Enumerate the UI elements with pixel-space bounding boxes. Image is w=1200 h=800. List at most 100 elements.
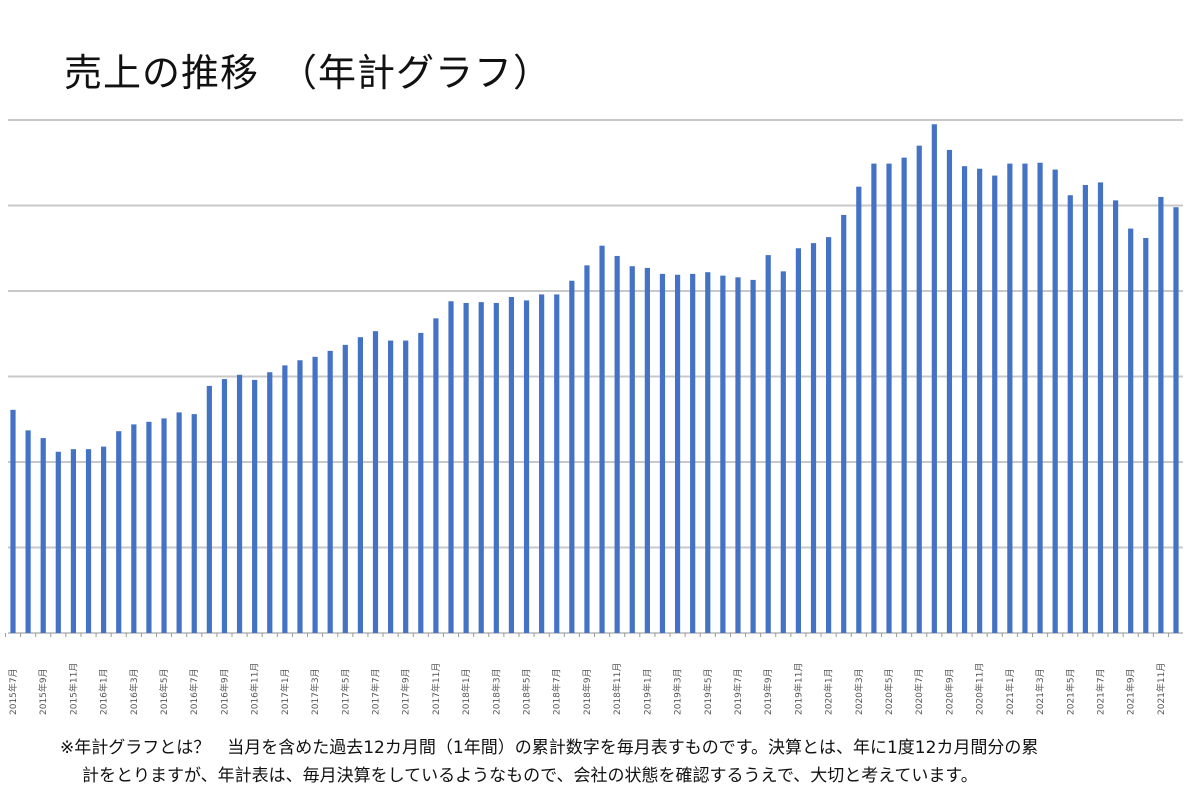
bar [1022, 163, 1028, 634]
bar [750, 279, 756, 633]
bar [841, 214, 847, 633]
x-tick-label: 2017年3月 [309, 668, 321, 715]
x-tick-label: 2019年11月 [792, 663, 804, 715]
bar [448, 301, 454, 633]
bar [1173, 207, 1179, 633]
bar [705, 272, 711, 633]
bar [387, 340, 394, 633]
bar [946, 149, 953, 634]
bar [146, 421, 152, 633]
bar [1007, 163, 1013, 634]
bar [539, 294, 545, 633]
bar [720, 275, 726, 633]
x-tick-label: 2019年9月 [762, 668, 774, 715]
x-tick-label: 2019年5月 [702, 668, 714, 715]
x-tick-label: 2021年3月 [1034, 668, 1046, 715]
x-tick-label: 2015年9月 [37, 668, 49, 715]
bar [780, 271, 786, 633]
bar [463, 302, 469, 633]
bar [357, 337, 363, 633]
bar [116, 431, 122, 633]
bar [690, 273, 696, 633]
bar [644, 267, 650, 633]
bar [206, 385, 212, 633]
bar [810, 243, 817, 633]
x-tick-label: 2020年11月 [974, 663, 986, 715]
x-tick-label: 2015年7月 [7, 668, 19, 715]
bar [40, 438, 46, 633]
x-tick-label: 2020年7月 [913, 668, 925, 715]
bar [85, 449, 92, 633]
bar [403, 340, 409, 633]
bar [977, 168, 983, 634]
bar [765, 255, 771, 633]
bar [236, 374, 243, 633]
x-tick-label: 2018年1月 [460, 668, 472, 715]
bar [1112, 200, 1119, 633]
bar [161, 418, 167, 633]
x-tick-label: 2017年9月 [400, 668, 412, 715]
bar [418, 332, 424, 633]
bar [70, 449, 77, 633]
footnote: ※年計グラフとは？ 当月を含めた過去12カ月間（1年間）の累計数字を毎月表すもの… [60, 734, 1190, 790]
bar [1158, 196, 1164, 633]
x-tick-label: 2021年9月 [1125, 668, 1137, 715]
bar [282, 365, 288, 633]
bar [131, 424, 137, 633]
x-tick-label: 2016年5月 [158, 668, 170, 715]
x-tick-label: 2017年5月 [339, 668, 351, 715]
x-tick-label: 2015年11月 [67, 663, 79, 715]
bar [931, 124, 937, 634]
bar [901, 157, 907, 633]
bar [629, 266, 635, 633]
bar [191, 414, 197, 633]
bar [1097, 182, 1104, 634]
bar [523, 300, 530, 633]
x-tick-label: 2016年7月 [188, 668, 200, 715]
bar [312, 356, 318, 633]
x-tick-label: 2019年1月 [641, 668, 653, 715]
bar [221, 379, 228, 633]
bar [795, 248, 802, 633]
bar [584, 265, 590, 633]
bar [55, 451, 61, 633]
bar [508, 296, 515, 633]
bar [1067, 195, 1073, 634]
bar-chart: 2015年7月 2015年9月 2015年11月 2016年1月 2016年3月 2016… [4, 119, 1183, 715]
bar [101, 446, 107, 633]
x-tick-label: 2016年9月 [218, 668, 230, 715]
x-tick-label: 2021年1月 [1004, 668, 1016, 715]
x-tick-label: 2017年7月 [369, 668, 381, 715]
bar [10, 409, 16, 633]
footnote-line-1: ※年計グラフとは？ 当月を含めた過去12カ月間（1年間）の累計数字を毎月表すもの… [60, 738, 1039, 758]
bar [992, 175, 998, 633]
x-tick-label: 2016年1月 [98, 668, 110, 715]
bar [674, 274, 681, 633]
x-tick-label: 2019年7月 [732, 668, 744, 715]
bar [252, 379, 258, 633]
bar [826, 237, 832, 633]
bar [916, 145, 922, 633]
x-tick-label: 2018年3月 [490, 668, 502, 715]
bar [614, 255, 620, 633]
x-tick-label: 2021年11月 [1155, 663, 1167, 715]
x-tick-label: 2016年11月 [249, 663, 261, 715]
bar [554, 294, 560, 633]
bar [599, 245, 605, 633]
bar [659, 273, 666, 633]
bar [433, 318, 439, 633]
bar [478, 302, 484, 633]
x-tick-label: 2020年9月 [943, 668, 955, 715]
x-tick-label: 2019年3月 [672, 668, 684, 715]
x-tick-label: 2021年5月 [1064, 668, 1076, 715]
bar [1052, 169, 1058, 633]
bar [372, 331, 379, 633]
bar [735, 277, 741, 633]
x-tick-labels: 2015年7月 2015年9月 2015年11月 2016年1月 2016年3月 2016… [4, 633, 1169, 715]
x-tick-label: 2021年7月 [1094, 668, 1106, 715]
footnote-line-2: 計をとりますが、年計表は、毎月決算をしているようなもので、会社の状態を確認するう… [82, 766, 978, 786]
bar [856, 186, 862, 633]
bar [267, 372, 273, 633]
chart-title: 売上の推移 （年計グラフ） [64, 51, 553, 95]
bar [1143, 237, 1149, 634]
